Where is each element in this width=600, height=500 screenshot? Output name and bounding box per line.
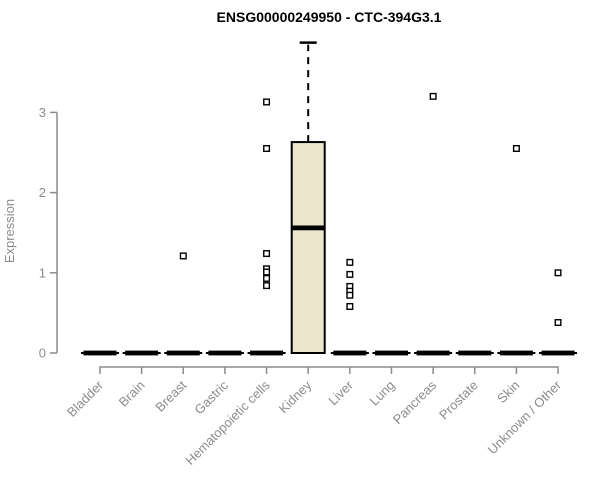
box-skin [497, 144, 536, 356]
chart-title: ENSG00000249950 - CTC-394G3.1 [217, 9, 442, 25]
outlier-point [263, 250, 271, 258]
x-tick-label: Liver [325, 377, 356, 408]
y-tick-label: 1 [39, 265, 46, 280]
box-gastric [205, 350, 244, 356]
outlier-point [263, 274, 271, 282]
median-bar [208, 350, 242, 356]
outlier-point [346, 258, 354, 266]
x-tick-label: Kidney [276, 377, 315, 416]
median-bar [499, 350, 533, 356]
outlier-point [429, 92, 437, 100]
median-bar [374, 350, 408, 356]
x-tick-label: Pancreas [390, 377, 440, 427]
box-liver [330, 258, 369, 356]
box-bladder [81, 350, 119, 356]
median-bar [83, 350, 117, 356]
y-tick-label: 3 [39, 105, 46, 120]
outlier-point [554, 269, 562, 277]
outlier-point [346, 302, 354, 310]
outlier-point [512, 144, 520, 152]
iqr-box [290, 141, 326, 354]
outlier-point [179, 252, 187, 260]
outlier-point [554, 319, 562, 327]
outlier-point [263, 268, 271, 276]
median-bar [291, 225, 325, 231]
outlier-point [346, 270, 354, 278]
box-brain [122, 350, 161, 356]
x-tick-label: Gastric [191, 377, 231, 417]
box-unknown-other [539, 269, 578, 356]
y-axis: 0 1 2 3 [39, 105, 58, 361]
x-tick-label: Prostate [436, 378, 481, 423]
outlier-point [263, 98, 271, 106]
x-tick-label: Unknown / Other [485, 377, 565, 457]
outlier-point [346, 291, 354, 299]
median-bar [250, 350, 284, 356]
box-kidney [290, 41, 326, 354]
x-tick-label: Bladder [64, 377, 107, 420]
y-tick-label: 0 [39, 346, 46, 361]
box-prostate [455, 350, 494, 356]
median-bar [541, 350, 575, 356]
x-tick-label: Skin [494, 378, 522, 406]
median-bar [333, 350, 367, 356]
median-bar [166, 350, 200, 356]
median-bar [125, 350, 159, 356]
y-tick-label: 2 [39, 185, 46, 200]
boxes [81, 41, 578, 356]
y-axis-title: Expression [2, 199, 17, 263]
box-pancreas [414, 92, 453, 356]
median-bar [458, 350, 492, 356]
box-hematopoietic-cells [247, 98, 286, 356]
outlier-point [263, 144, 271, 152]
x-tick-label: Breast [152, 377, 189, 414]
x-tick-label: Lung [367, 378, 398, 409]
x-tick-label: Brain [116, 378, 148, 410]
median-bar [416, 350, 450, 356]
outlier-point [263, 282, 271, 290]
box-breast [164, 252, 203, 356]
box-lung [372, 350, 411, 356]
